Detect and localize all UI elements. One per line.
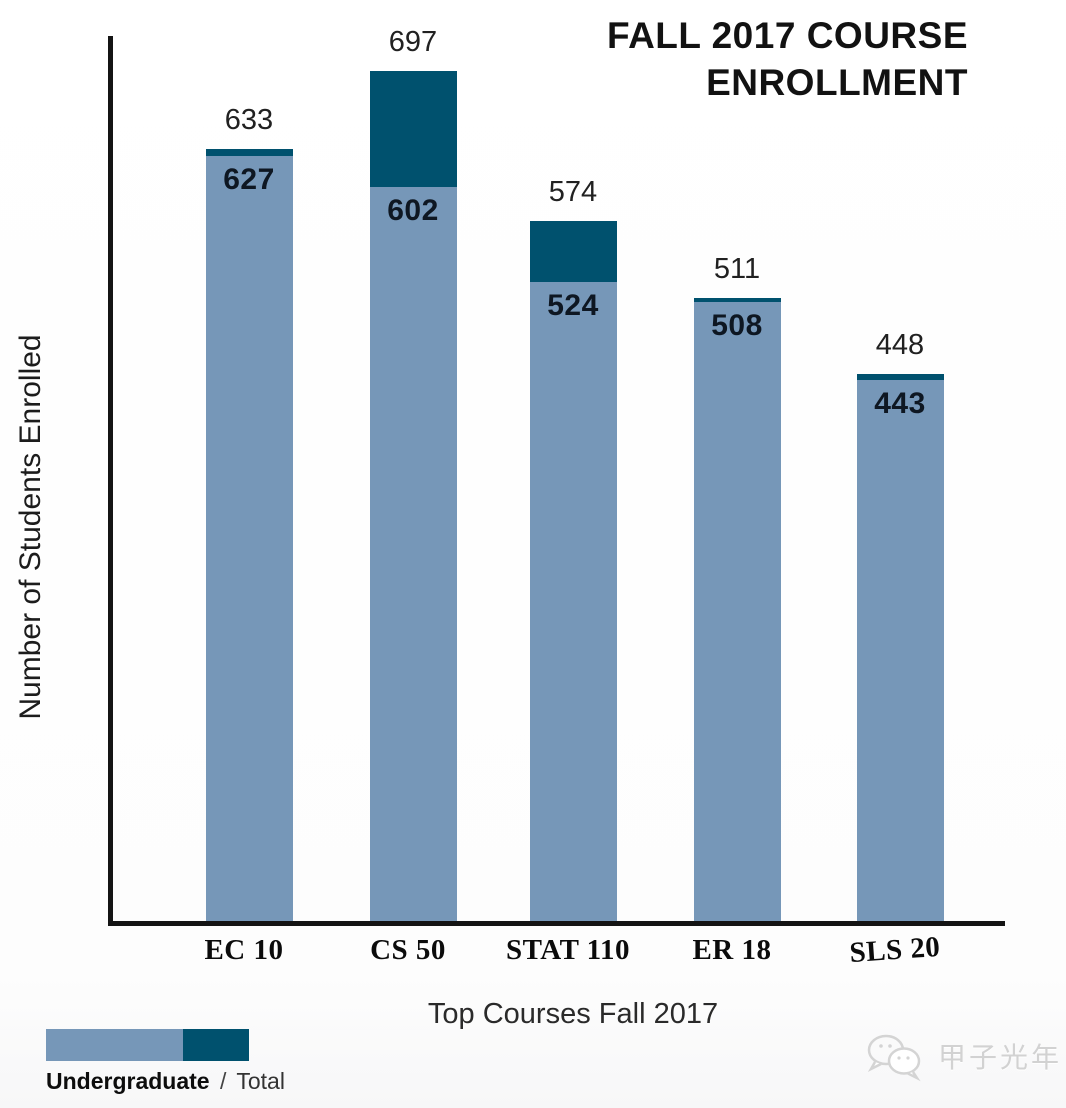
undergrad-value-label: 524 [547, 289, 599, 322]
x-axis-label: Top Courses Fall 2017 [427, 998, 719, 1030]
bar-undergrad-segment: 508 [693, 302, 781, 921]
wechat-icon [862, 1030, 928, 1082]
bar-group-5: 443 [856, 374, 944, 921]
bar-group-3: 524 [529, 221, 617, 921]
bar-group-4: 508 [693, 298, 781, 921]
total-value-label: 448 [875, 329, 925, 361]
bar-total-segment [205, 149, 293, 156]
bar-total-segment [369, 71, 457, 187]
legend-label-undergraduate: Undergraduate [46, 1068, 210, 1094]
undergrad-value-label: 508 [711, 309, 763, 342]
bar-group-2: 602 [369, 71, 457, 921]
chart-title-line1: FALL 2017 COURSE [607, 15, 968, 56]
watermark: 甲子光年 [862, 1030, 1062, 1082]
plot-area: 627 633 602 697 524 574 508 511 443 448 [108, 26, 1005, 926]
x-tick-label: SLS 20 [848, 930, 942, 970]
watermark-text: 甲子光年 [938, 1042, 1063, 1073]
legend-caption: Undergraduate / Total [46, 1068, 285, 1095]
chart-title: FALL 2017 COURSE ENROLLMENT [448, 12, 968, 106]
chart-title-line2: ENROLLMENT [706, 62, 968, 103]
x-tick-label: CS 50 [370, 934, 446, 966]
bar-undergrad-segment: 602 [369, 187, 457, 921]
bar-total-segment [693, 298, 781, 302]
legend-separator: / [219, 1068, 227, 1094]
total-value-label: 511 [713, 253, 761, 285]
x-tick-label: EC 10 [204, 934, 284, 966]
bar-undergrad-segment: 443 [856, 380, 944, 921]
bar-group-1: 627 [205, 149, 293, 921]
x-tick-label: STAT 110 [505, 934, 631, 966]
total-value-label: 697 [388, 26, 438, 58]
legend-swatch-total [183, 1029, 249, 1061]
total-value-label: 633 [224, 104, 274, 136]
total-value-label: 574 [548, 176, 598, 208]
x-axis-ticks: EC 10 CS 50 STAT 110 ER 18 SLS 20 [108, 931, 1005, 984]
bar-total-segment [856, 374, 944, 380]
legend-swatch [46, 1029, 249, 1061]
bar-total-segment [529, 221, 617, 282]
y-axis-label: Number of Students Enrolled [14, 334, 47, 720]
undergrad-value-label: 443 [874, 387, 926, 420]
legend-label-total: Total [236, 1068, 285, 1094]
legend-swatch-undergraduate [46, 1029, 183, 1061]
legend: Undergraduate / Total [46, 1029, 285, 1095]
undergrad-value-label: 627 [223, 163, 275, 196]
x-tick-label: ER 18 [692, 934, 772, 966]
undergrad-value-label: 602 [387, 194, 439, 227]
bar-undergrad-segment: 627 [205, 156, 293, 921]
bar-undergrad-segment: 524 [529, 282, 617, 921]
